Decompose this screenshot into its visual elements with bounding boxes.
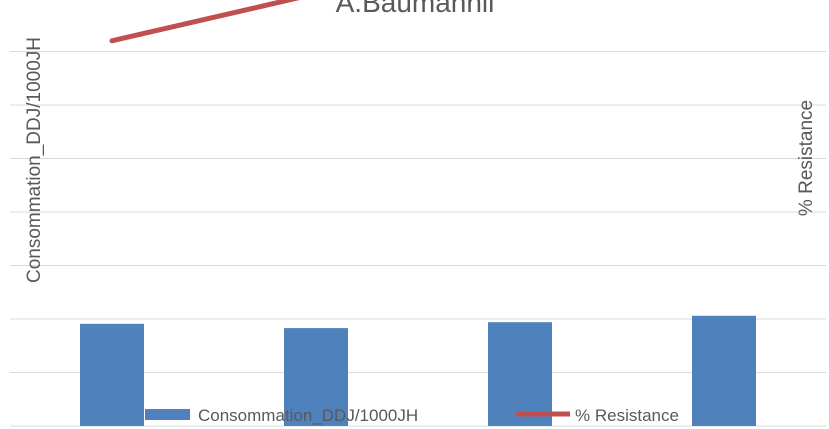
y2-axis-label: % Resistance [796,100,817,216]
bar [284,328,348,426]
legend-label: % Resistance [575,406,679,425]
y-axis-label: Consommation_DDJ/1000JH [24,37,45,283]
bar [692,315,756,426]
legend-label: Consommation_DDJ/1000JH [198,406,418,425]
bar [80,323,144,426]
line-series [109,0,300,44]
bar [488,322,552,426]
chart-title: A.Baumannii [336,0,495,18]
legend-swatch [145,409,190,420]
